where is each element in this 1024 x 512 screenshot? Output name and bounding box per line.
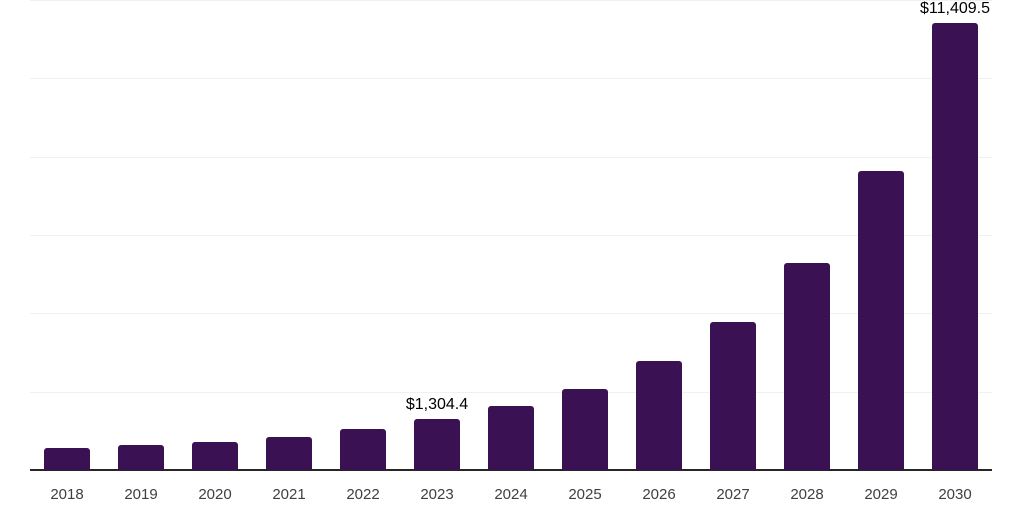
bar-2020 bbox=[192, 442, 238, 470]
x-tick-label-2030: 2030 bbox=[938, 486, 972, 503]
bar-2022 bbox=[340, 429, 386, 470]
x-tick-label-2026: 2026 bbox=[642, 486, 676, 503]
x-tick-label-2023: 2023 bbox=[420, 486, 454, 503]
gridline-12000 bbox=[30, 0, 992, 1]
gridline-4000 bbox=[30, 313, 992, 315]
value-label-2030: $11,409.5 bbox=[920, 0, 990, 18]
x-tick-label-2025: 2025 bbox=[568, 486, 602, 503]
plot-area: $1,304.4 $11,409.5 bbox=[30, 0, 992, 471]
x-tick-label-2019: 2019 bbox=[124, 486, 158, 503]
bar-2029 bbox=[858, 170, 904, 470]
x-tick-label-2024: 2024 bbox=[494, 486, 528, 503]
bar-2021 bbox=[266, 437, 312, 470]
bar-2025 bbox=[562, 389, 608, 470]
x-tick-label-2027: 2027 bbox=[716, 486, 750, 503]
gridline-8000 bbox=[30, 156, 992, 158]
x-tick-label-2028: 2028 bbox=[790, 486, 824, 503]
bar-2026 bbox=[636, 361, 682, 470]
x-tick-label-2020: 2020 bbox=[198, 486, 232, 503]
x-axis-line bbox=[30, 469, 992, 471]
bar-2018 bbox=[44, 448, 90, 470]
value-label-2023: $1,304.4 bbox=[405, 395, 469, 413]
x-tick-label-2029: 2029 bbox=[864, 486, 898, 503]
gridline-10000 bbox=[30, 78, 992, 80]
bar-2019 bbox=[118, 445, 164, 470]
bar-2023 bbox=[414, 418, 460, 470]
gridline-2000 bbox=[30, 391, 992, 393]
bar-2027 bbox=[710, 321, 756, 470]
x-tick-label-2018: 2018 bbox=[50, 486, 84, 503]
bar-2024 bbox=[488, 405, 534, 470]
x-tick-label-2021: 2021 bbox=[272, 486, 306, 503]
x-tick-label-2022: 2022 bbox=[346, 486, 380, 503]
gridline-6000 bbox=[30, 235, 992, 236]
bar-2028 bbox=[784, 263, 830, 470]
bar-2030 bbox=[932, 23, 978, 470]
